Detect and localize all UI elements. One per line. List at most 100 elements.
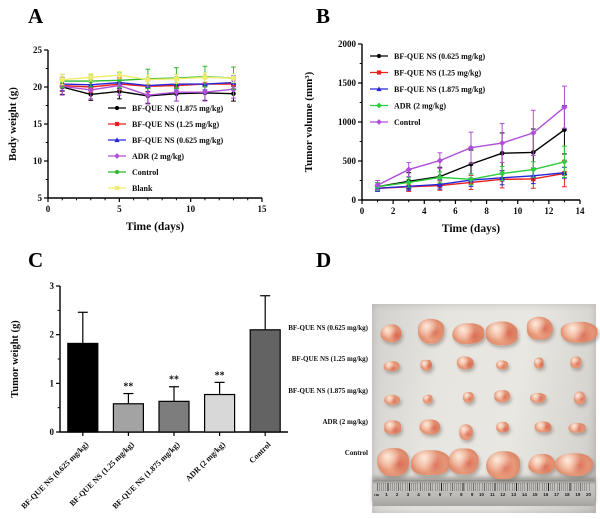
axes: 0 500 1000 1500 2000 0 2 4 6 8 10 12 14 Time (days) Tu… (303, 39, 585, 235)
svg-text:15: 15 (33, 119, 43, 129)
tumor-specimen (573, 391, 586, 405)
tumor-specimen (527, 453, 556, 474)
tumor-volume-line-chart: 0 500 1000 1500 2000 0 2 4 6 8 10 12 14 Time (days) Tu… (303, 39, 585, 235)
svg-text:10: 10 (186, 204, 196, 214)
tumor-specimen (457, 355, 474, 370)
axes: 0 1 2 3 Tumor weight (g) (10, 281, 288, 437)
svg-text:Control: Control (247, 440, 273, 466)
ruler-number: 14 (521, 492, 527, 497)
svg-text:1: 1 (50, 378, 55, 388)
bar-BF-QUE NS (0.625 mg/kg): BF-QUE NS (0.625 mg/kg) (19, 311, 99, 511)
legend: BF-QUE NS (0.625 mg/kg) BF-QUE NS (1.25 m… (370, 52, 485, 127)
svg-text:25: 25 (33, 45, 43, 55)
tumor-specimen (496, 360, 508, 370)
ruler-number: 10 (479, 492, 485, 497)
svg-text:ADR (2 mg/kg): ADR (2 mg/kg) (394, 102, 446, 111)
tumor-specimen (448, 448, 479, 475)
ruler-number: 19 (575, 492, 581, 497)
ruler-number: 8 (460, 492, 463, 497)
svg-text:**: ** (123, 382, 133, 393)
tumor-volume-chart: 0 500 1000 1500 2000 0 2 4 6 8 10 12 14 Time (days) Tu… (300, 28, 598, 248)
ruler-number: 1 (385, 492, 388, 497)
tumor-specimen (383, 420, 402, 434)
svg-text:2000: 2000 (338, 39, 357, 49)
tumor-specimen (417, 318, 444, 344)
svg-text:Blank: Blank (132, 184, 153, 193)
tumor-weight-bar-chart: 0 1 2 3 Tumor weight (g)BF-QUE NS (0.625 mg/… (10, 281, 288, 511)
photo-row-label-3: ADR (2 mg/kg) (322, 418, 369, 426)
svg-text:0: 0 (360, 206, 365, 216)
tumor-specimen (570, 356, 582, 368)
photo-row-label-2: BF-QUE NS (1.875 mg/kg) (288, 387, 368, 395)
tumor-specimen (422, 394, 434, 404)
tumor-specimen (384, 394, 401, 405)
tumor-specimen (376, 447, 409, 476)
ruler-number: 20 (586, 492, 592, 497)
tumor-specimen (452, 322, 484, 345)
svg-text:Control: Control (132, 168, 159, 177)
ruler-number: 11 (489, 492, 495, 497)
ruler-number: 15 (532, 492, 538, 497)
ruler-number: 17 (553, 492, 559, 497)
svg-text:0: 0 (46, 204, 51, 214)
tumor-specimen (568, 422, 586, 433)
svg-text:ADR (2 mg/kg): ADR (2 mg/kg) (132, 152, 184, 161)
ruler: cm 1 2 3 4 5 6 7 8 9 10 11 12 13 14 15 16 17 18 19 20 (373, 480, 595, 506)
svg-text:BF-QUE NS (1.875 mg/kg): BF-QUE NS (1.875 mg/kg) (394, 85, 485, 94)
panel-label-b: B (316, 4, 331, 28)
svg-text:0: 0 (50, 427, 55, 437)
svg-text:6: 6 (453, 206, 458, 216)
tumor-specimen (458, 424, 473, 440)
svg-text:BF-QUE NS (1.25 mg/kg): BF-QUE NS (1.25 mg/kg) (394, 69, 481, 78)
tumor-specimen (495, 421, 510, 433)
tumor-specimen (526, 316, 553, 340)
svg-text:Tumor volume (mm³): Tumor volume (mm³) (303, 71, 315, 172)
svg-text:Time (days): Time (days) (442, 223, 500, 235)
panel-label-d: D (316, 248, 332, 272)
ruler-number: 7 (449, 492, 452, 497)
tumor-specimen (555, 452, 594, 477)
svg-text:8: 8 (484, 206, 489, 216)
svg-text:10: 10 (513, 206, 523, 216)
tumor-specimen (420, 360, 432, 371)
svg-text:0: 0 (352, 195, 357, 205)
tumor-photo: cm 1 2 3 4 5 6 7 8 9 10 11 12 13 14 15 16 17 18 19 20 (372, 304, 598, 513)
svg-text:Time (days): Time (days) (126, 221, 184, 233)
svg-text:2: 2 (391, 206, 396, 216)
svg-text:ADR (2 mg/kg): ADR (2 mg/kg) (184, 440, 227, 483)
svg-text:1000: 1000 (338, 117, 357, 127)
photo-row-label-4: Control (344, 449, 368, 457)
ruler-number: 3 (406, 492, 410, 497)
ruler-ticks (377, 483, 591, 491)
ruler-number: 18 (564, 492, 570, 497)
panel-label-a: A (28, 4, 44, 28)
tumor-specimen (494, 390, 511, 402)
ruler-numbers: 1 2 3 4 5 6 7 8 9 10 11 12 13 14 15 16 17 18 19 20 (377, 492, 591, 497)
ruler-number: 4 (417, 492, 420, 497)
ruler-unit-label: cm (374, 492, 380, 497)
svg-text:15: 15 (258, 204, 268, 214)
tumor-specimen (380, 324, 402, 342)
tumor-specimen (560, 321, 598, 343)
panel-label-c: C (28, 248, 44, 272)
legend: BF-QUE NS (1.875 mg/kg) BF-QUE NS (1.25 m… (108, 104, 223, 193)
ruler-number: 2 (395, 492, 399, 497)
series-Blank (59, 70, 236, 86)
ruler-number: 12 (500, 492, 506, 497)
tumor-specimen (485, 451, 520, 480)
svg-text:Control: Control (394, 118, 421, 127)
svg-text:1500: 1500 (338, 78, 357, 88)
svg-text:20: 20 (33, 82, 43, 92)
bar-BF-QUE NS (1.875 mg/kg): **BF-QUE NS (1.875 mg/kg) (111, 375, 190, 511)
photo-row-label-1: BF-QUE NS (1.25 mg/kg) (291, 355, 368, 363)
svg-text:14: 14 (576, 206, 586, 216)
svg-text:12: 12 (544, 206, 554, 216)
svg-text:**: ** (215, 370, 225, 381)
svg-text:BF-QUE NS (0.625 mg/kg): BF-QUE NS (0.625 mg/kg) (132, 136, 223, 145)
ruler-number: 13 (511, 492, 517, 497)
ruler-number: 6 (438, 492, 442, 497)
ruler-number: 5 (428, 492, 431, 497)
tumor-specimen (485, 321, 519, 346)
svg-text:Tumor weight (g): Tumor weight (g) (10, 320, 21, 398)
svg-text:500: 500 (343, 156, 357, 166)
